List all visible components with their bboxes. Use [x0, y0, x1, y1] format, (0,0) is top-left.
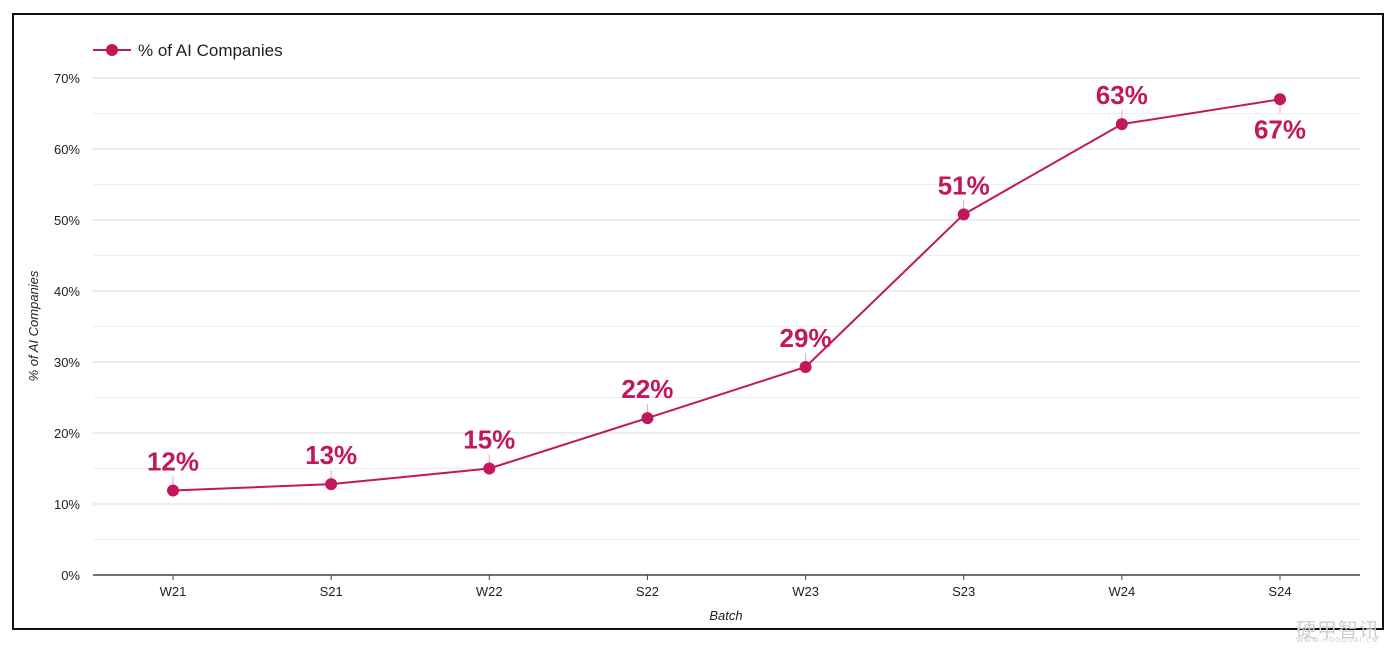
- data-point: [799, 360, 812, 373]
- x-tick-label: W21: [160, 584, 187, 599]
- x-tick-label: W23: [792, 584, 819, 599]
- y-tick-label: 70%: [54, 71, 80, 86]
- data-label: 13%: [305, 440, 357, 470]
- y-tick-label: 20%: [54, 426, 80, 441]
- data-point: [483, 462, 496, 475]
- y-tick-label: 50%: [54, 213, 80, 228]
- y-tick-label: 40%: [54, 284, 80, 299]
- data-label: 51%: [938, 170, 990, 200]
- x-tick-label: S23: [952, 584, 975, 599]
- x-tick-label: W24: [1108, 584, 1135, 599]
- x-tick-label: W22: [476, 584, 503, 599]
- data-label: 12%: [147, 447, 199, 477]
- x-tick-label: S21: [320, 584, 343, 599]
- series-line: [172, 98, 1281, 492]
- watermark: 硬甲智讯 WWW.HOGUOAI.CN: [1296, 614, 1396, 644]
- data-label: 67%: [1254, 114, 1306, 144]
- x-axis-title: Batch: [709, 608, 742, 623]
- x-tick-label: S24: [1268, 584, 1291, 599]
- data-point: [325, 478, 338, 491]
- x-axis-ticks: W21 S21 W22 S22 W23 S23 W24 S24: [160, 575, 1292, 599]
- plot-area: 12% 13% 15% 22% 29% 51% 63% 67%: [147, 80, 1306, 497]
- y-tick-label: 30%: [54, 355, 80, 370]
- legend: % of AI Companies: [93, 41, 283, 60]
- y-axis-ticks: 0% 10% 20% 30% 40% 50% 60% 70%: [54, 71, 80, 583]
- x-tick-label: S22: [636, 584, 659, 599]
- y-axis-title: % of AI Companies: [26, 270, 41, 381]
- watermark-subtext: WWW.HOGUOAI.CN: [1296, 636, 1379, 644]
- y-tick-label: 60%: [54, 142, 80, 157]
- data-label: 15%: [463, 425, 515, 455]
- legend-marker: [106, 44, 118, 56]
- data-point: [1274, 93, 1286, 106]
- chart-frame: [12, 13, 1384, 630]
- data-label: 29%: [780, 323, 832, 353]
- data-point: [641, 412, 654, 425]
- watermark-text: 硬甲智讯: [1296, 618, 1380, 642]
- data-point: [167, 484, 179, 497]
- data-label: 22%: [621, 374, 673, 404]
- y-tick-label: 0%: [61, 568, 80, 583]
- data-point: [957, 208, 970, 221]
- data-point: [1115, 118, 1128, 131]
- legend-label: % of AI Companies: [138, 41, 283, 60]
- gridlines: [93, 77, 1360, 540]
- data-label: 63%: [1096, 80, 1148, 110]
- y-tick-label: 10%: [54, 497, 80, 512]
